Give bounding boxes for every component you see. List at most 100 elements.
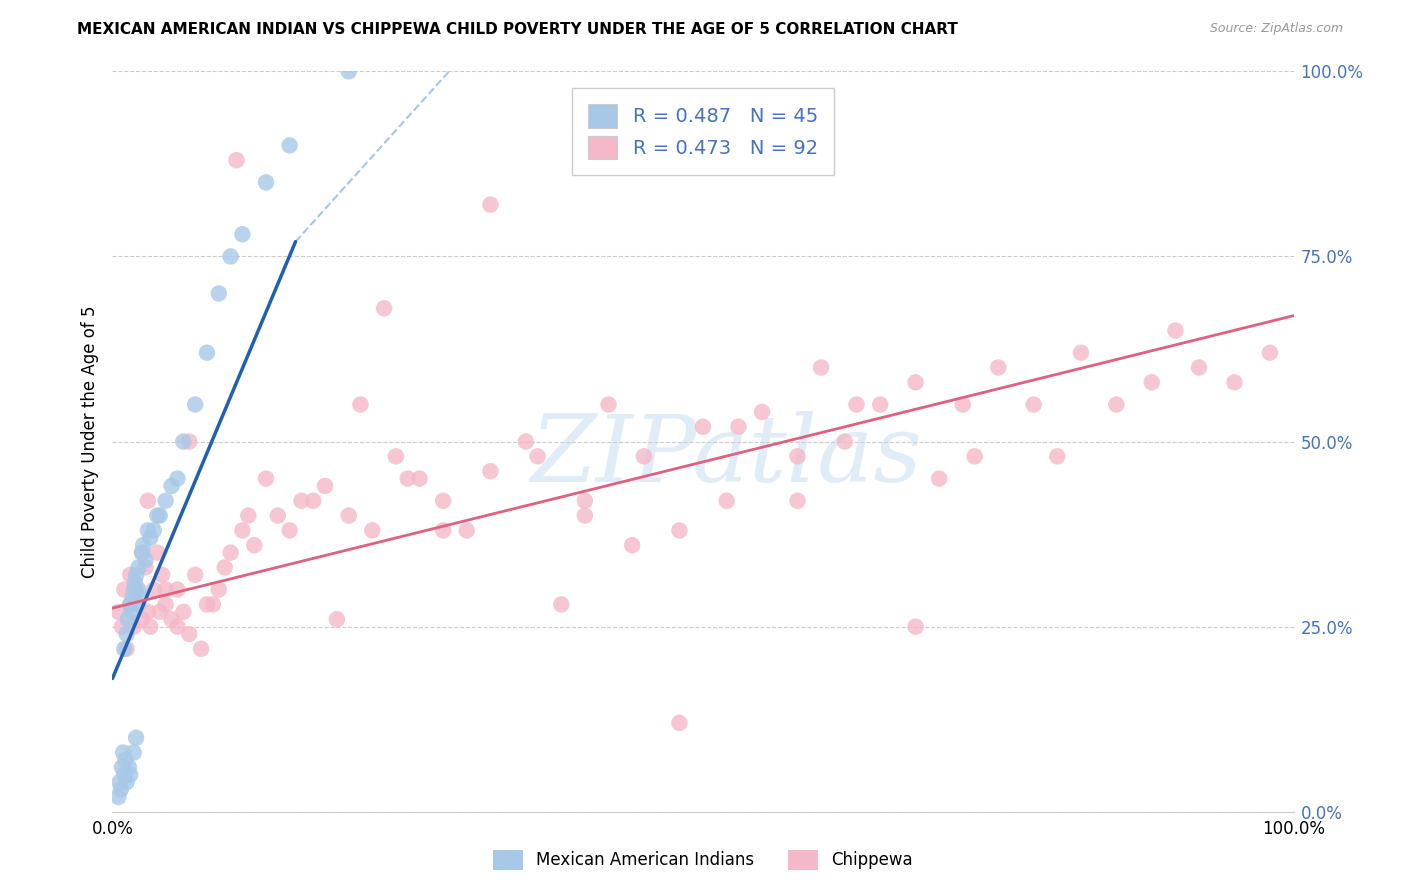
Point bbox=[121, 590, 143, 604]
Point bbox=[574, 493, 596, 508]
Point bbox=[142, 582, 165, 597]
Point bbox=[127, 560, 149, 574]
Point bbox=[1164, 324, 1187, 338]
Text: Source: ZipAtlas.com: Source: ZipAtlas.com bbox=[1209, 22, 1343, 36]
Point bbox=[904, 619, 927, 633]
Point bbox=[120, 767, 142, 781]
Point bbox=[149, 605, 172, 619]
Point bbox=[136, 524, 159, 538]
Point bbox=[231, 227, 253, 242]
Point bbox=[928, 471, 950, 485]
Point bbox=[337, 64, 360, 78]
Point bbox=[125, 567, 148, 582]
Point bbox=[150, 567, 173, 582]
Point bbox=[385, 450, 408, 464]
Point bbox=[120, 605, 142, 619]
Point bbox=[1022, 398, 1045, 412]
Point bbox=[108, 775, 131, 789]
Point bbox=[149, 508, 172, 523]
Point bbox=[107, 789, 129, 804]
Point bbox=[131, 546, 153, 560]
Point bbox=[963, 450, 986, 464]
Point bbox=[432, 493, 454, 508]
Point bbox=[117, 612, 139, 626]
Point bbox=[127, 598, 149, 612]
Point bbox=[550, 598, 572, 612]
Point bbox=[114, 753, 136, 767]
Point bbox=[432, 524, 454, 538]
Point bbox=[254, 175, 277, 190]
Point bbox=[225, 153, 247, 168]
Point bbox=[598, 398, 620, 412]
Point bbox=[195, 598, 218, 612]
Point bbox=[243, 538, 266, 552]
Point bbox=[786, 493, 808, 508]
Point bbox=[139, 531, 162, 545]
Point bbox=[112, 767, 135, 781]
Point bbox=[127, 582, 149, 597]
Point bbox=[120, 567, 142, 582]
Point bbox=[118, 760, 141, 774]
Point bbox=[166, 619, 188, 633]
Point bbox=[408, 471, 430, 485]
Point bbox=[214, 560, 236, 574]
Point bbox=[160, 479, 183, 493]
Point bbox=[231, 524, 253, 538]
Point bbox=[112, 582, 135, 597]
Text: ZIPatlas: ZIPatlas bbox=[530, 411, 922, 501]
Point bbox=[845, 398, 868, 412]
Point bbox=[142, 524, 165, 538]
Point bbox=[111, 760, 134, 774]
Point bbox=[904, 376, 927, 390]
Point bbox=[1046, 450, 1069, 464]
Point bbox=[314, 479, 336, 493]
Point bbox=[326, 612, 349, 626]
Text: MEXICAN AMERICAN INDIAN VS CHIPPEWA CHILD POVERTY UNDER THE AGE OF 5 CORRELATION: MEXICAN AMERICAN INDIAN VS CHIPPEWA CHIL… bbox=[77, 22, 959, 37]
Point bbox=[139, 619, 162, 633]
Point bbox=[128, 590, 150, 604]
Point bbox=[668, 715, 690, 730]
Point bbox=[526, 450, 548, 464]
Point bbox=[361, 524, 384, 538]
Point bbox=[1188, 360, 1211, 375]
Point bbox=[190, 641, 212, 656]
Point bbox=[668, 524, 690, 538]
Point bbox=[786, 450, 808, 464]
Legend: R = 0.487   N = 45, R = 0.473   N = 92: R = 0.487 N = 45, R = 0.473 N = 92 bbox=[572, 88, 834, 175]
Point bbox=[201, 598, 224, 612]
Point bbox=[479, 197, 502, 211]
Point bbox=[155, 493, 177, 508]
Point bbox=[254, 471, 277, 485]
Point bbox=[869, 398, 891, 412]
Point bbox=[727, 419, 749, 434]
Point bbox=[1258, 345, 1281, 359]
Point bbox=[124, 575, 146, 590]
Point bbox=[349, 398, 371, 412]
Point bbox=[112, 746, 135, 760]
Point bbox=[278, 138, 301, 153]
Point bbox=[166, 582, 188, 597]
Point bbox=[179, 434, 201, 449]
Point bbox=[302, 493, 325, 508]
Point bbox=[834, 434, 856, 449]
Point bbox=[396, 471, 419, 485]
Point bbox=[132, 538, 155, 552]
Point bbox=[115, 627, 138, 641]
Point bbox=[172, 434, 194, 449]
Point bbox=[112, 641, 135, 656]
Y-axis label: Child Poverty Under the Age of 5: Child Poverty Under the Age of 5 bbox=[80, 305, 98, 578]
Point bbox=[160, 612, 183, 626]
Point bbox=[131, 546, 153, 560]
Point bbox=[219, 546, 242, 560]
Point bbox=[115, 641, 138, 656]
Point bbox=[1223, 376, 1246, 390]
Point bbox=[131, 612, 153, 626]
Point bbox=[111, 619, 134, 633]
Point bbox=[633, 450, 655, 464]
Point bbox=[692, 419, 714, 434]
Point bbox=[952, 398, 974, 412]
Point bbox=[146, 508, 169, 523]
Point bbox=[337, 508, 360, 523]
Point bbox=[621, 538, 644, 552]
Point bbox=[184, 398, 207, 412]
